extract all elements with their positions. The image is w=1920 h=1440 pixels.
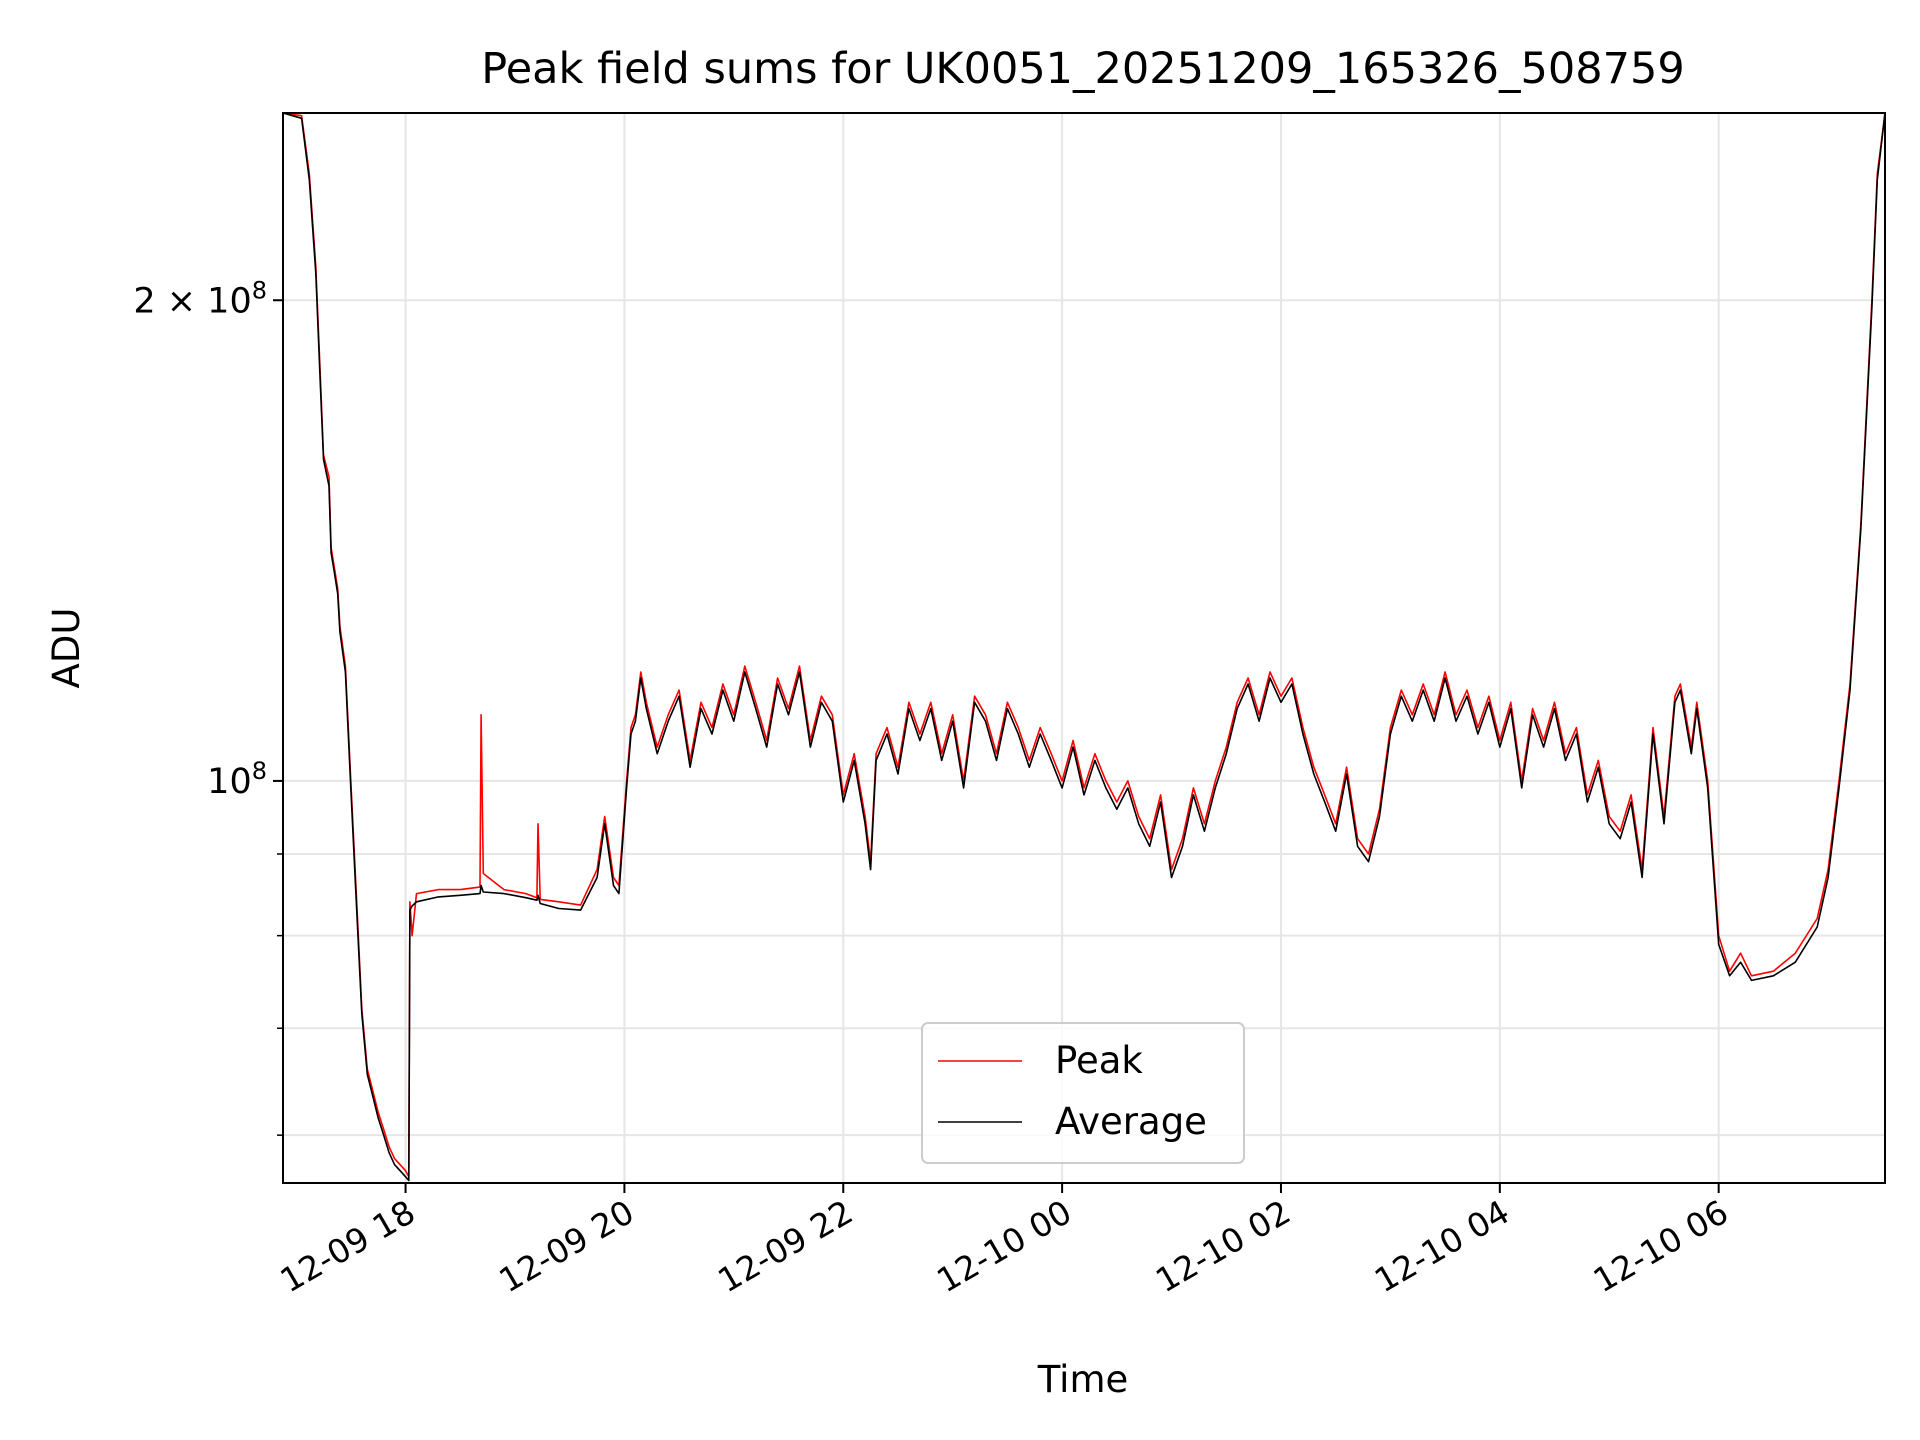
x-axis-label: Time — [1037, 1358, 1129, 1401]
legend-label-peak: Peak — [1055, 1039, 1143, 1082]
series-line-peak — [282, 112, 1886, 1178]
y-tick-label: 108 — [207, 757, 267, 802]
legend-label-average: Average — [1055, 1100, 1207, 1143]
y-axis: 108 2 × 108 — [133, 276, 283, 1136]
series-layer — [282, 112, 1886, 1182]
legend-frame — [921, 1022, 1245, 1164]
y-axis-label: ADU — [45, 608, 88, 689]
legend: Peak Average — [921, 1022, 1245, 1164]
y-tick-label: 2 × 108 — [133, 276, 267, 321]
plot-frame — [282, 112, 1886, 1184]
series-line-average — [282, 112, 1886, 1182]
chart-title: Peak field sums for UK0051_20251209_1653… — [481, 44, 1684, 94]
